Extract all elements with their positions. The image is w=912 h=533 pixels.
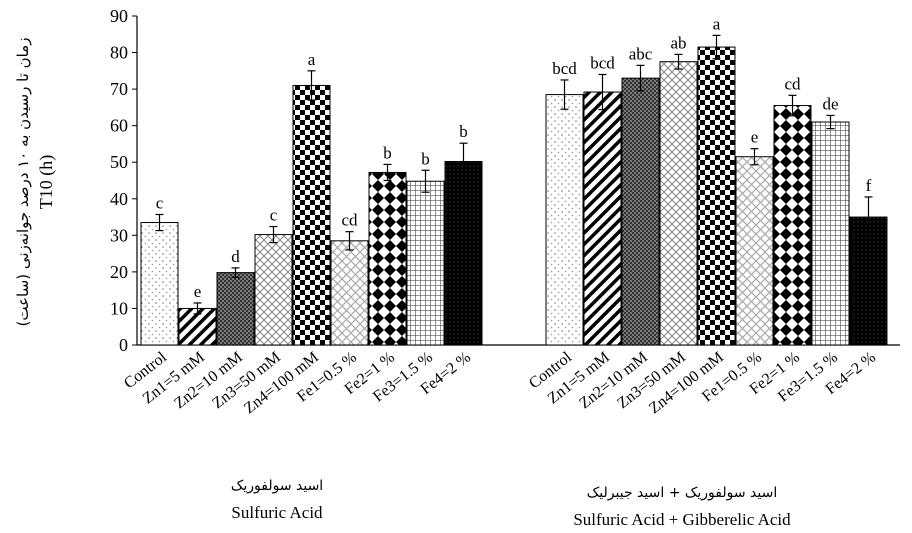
significance-letter: cd <box>784 74 801 93</box>
y-tick-label: 20 <box>110 262 128 282</box>
group1-title-fa: اسید سولفوریک <box>231 478 323 494</box>
y-axis-label-fa: زمان تا رسیدن به ۱۰ درصد جوانه‌زنی (ساعت… <box>14 38 32 327</box>
significance-letter: c <box>156 193 164 212</box>
significance-letter: bcd <box>552 59 577 78</box>
y-axis-label-group: زمان تا رسیدن به ۱۰ درصد جوانه‌زنی (ساعت… <box>14 38 57 327</box>
y-tick-label: 0 <box>119 335 128 355</box>
y-tick-label: 40 <box>110 189 128 209</box>
bar-g2-3 <box>621 77 660 346</box>
bar-g1-7 <box>368 171 407 346</box>
significance-letter: bcd <box>590 53 615 72</box>
bar-g2-7 <box>773 105 812 346</box>
bar-g1-6 <box>330 240 369 346</box>
bar-g1-5 <box>292 84 331 346</box>
significance-letter: c <box>270 206 278 225</box>
y-tick-label: 90 <box>110 6 128 26</box>
significance-letter: f <box>866 176 872 195</box>
y-tick-label: 80 <box>110 43 128 63</box>
y-tick-label: 30 <box>110 225 128 245</box>
bar-g2-6 <box>735 156 774 346</box>
bar-g1-3 <box>216 272 255 346</box>
significance-letter: e <box>751 128 759 147</box>
significance-letter: a <box>713 14 721 33</box>
significance-letter: d <box>231 247 240 266</box>
bar-g1-4 <box>254 234 293 346</box>
y-tick-label: 10 <box>110 298 128 318</box>
bars-layer <box>140 34 888 346</box>
group2-title-en: Sulfuric Acid + Gibberelic Acid <box>573 510 791 529</box>
group2-title-fa: اسید سولفوریک + اسید جیبرلیک <box>587 485 778 501</box>
significance-letter: e <box>194 282 202 301</box>
bar-g1-9 <box>444 160 483 346</box>
significance-letter: de <box>822 94 838 113</box>
bar-g1-8 <box>406 180 445 346</box>
significance-letter: b <box>421 149 430 168</box>
y-tick-label: 50 <box>110 152 128 172</box>
bar-g2-9 <box>849 216 888 346</box>
group1-title-en: Sulfuric Acid <box>231 503 323 522</box>
bar-g2-4 <box>659 61 698 346</box>
significance-letter: cd <box>341 211 358 230</box>
y-tick-label: 60 <box>110 116 128 136</box>
bar-g1-2 <box>178 307 217 346</box>
significance-letter: b <box>459 122 468 141</box>
bar-g2-2 <box>583 91 622 346</box>
significance-letter: b <box>383 143 392 162</box>
y-axis-label: T10 (h) <box>36 155 57 209</box>
bar-g2-8 <box>811 121 850 346</box>
bar-g2-5 <box>697 46 736 346</box>
bar-g1-1 <box>140 222 179 346</box>
significance-letter: a <box>308 50 316 69</box>
bar-g2-1 <box>545 94 584 346</box>
significance-letter: abc <box>629 44 653 63</box>
y-tick-label: 70 <box>110 79 128 99</box>
significance-letter: ab <box>670 33 686 52</box>
